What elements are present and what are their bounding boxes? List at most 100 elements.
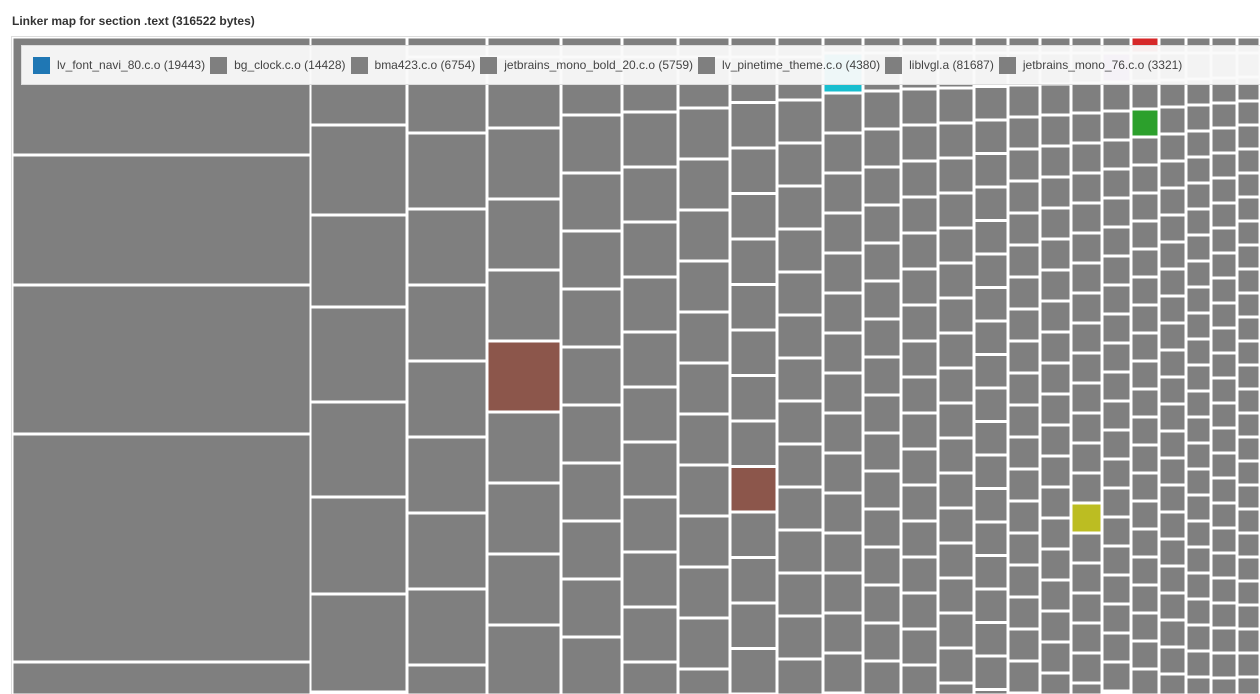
treemap-cell[interactable]	[901, 665, 938, 694]
treemap-cell[interactable]	[1071, 473, 1102, 503]
treemap-cell[interactable]	[1237, 389, 1260, 413]
treemap-cell[interactable]	[901, 629, 938, 665]
treemap-cell[interactable]	[1040, 363, 1071, 394]
treemap-cell[interactable]	[730, 558, 777, 603]
legend-item[interactable]: liblvgl.a (81687)	[885, 56, 994, 74]
treemap-cell[interactable]	[901, 557, 938, 593]
treemap-cell[interactable]	[938, 578, 974, 613]
treemap-cell[interactable]	[1071, 593, 1102, 623]
treemap-cell[interactable]	[1237, 173, 1260, 197]
treemap-cell[interactable]	[1211, 303, 1237, 328]
legend-item[interactable]: jetbrains_mono_76.c.o (3321)	[998, 56, 1182, 74]
treemap-cell[interactable]	[777, 272, 823, 315]
treemap-cell[interactable]	[938, 123, 974, 158]
treemap-cell[interactable]	[622, 332, 678, 387]
treemap-cell[interactable]	[622, 607, 678, 662]
treemap-cell[interactable]	[938, 543, 974, 578]
treemap-cell[interactable]	[1008, 277, 1040, 309]
treemap-cell[interactable]	[1102, 459, 1131, 488]
treemap-cell[interactable]	[1071, 203, 1102, 233]
treemap-cell[interactable]	[1102, 111, 1131, 140]
treemap-cell[interactable]	[1237, 317, 1260, 341]
treemap-cell[interactable]	[1159, 539, 1186, 566]
treemap-cell[interactable]	[901, 341, 938, 377]
treemap-cell[interactable]	[622, 167, 678, 222]
treemap-cell[interactable]	[974, 556, 1008, 589]
treemap-cell[interactable]	[1102, 227, 1131, 256]
treemap-cell[interactable]	[1159, 458, 1186, 485]
treemap-cell[interactable]	[407, 133, 487, 209]
treemap-cell[interactable]	[561, 521, 622, 579]
treemap-cell[interactable]	[678, 108, 730, 159]
treemap-cell[interactable]	[1159, 431, 1186, 458]
treemap-cell[interactable]	[1211, 378, 1237, 403]
treemap-cell[interactable]	[622, 662, 678, 694]
treemap-cell[interactable]	[1211, 103, 1237, 128]
treemap-cell[interactable]	[938, 88, 974, 123]
treemap-cell[interactable]	[863, 585, 901, 623]
treemap-cell[interactable]	[1186, 599, 1211, 625]
treemap-cell[interactable]	[310, 402, 407, 497]
treemap-cell[interactable]	[1131, 669, 1159, 694]
treemap-cell[interactable]	[1131, 529, 1159, 557]
treemap-cell[interactable]	[1211, 678, 1237, 694]
treemap-cell[interactable]	[1159, 350, 1186, 377]
treemap-cell[interactable]	[1102, 314, 1131, 343]
treemap-cell[interactable]	[974, 154, 1008, 187]
treemap-cell[interactable]	[1071, 563, 1102, 593]
treemap-cell[interactable]	[487, 128, 561, 199]
treemap-cell[interactable]	[1186, 157, 1211, 183]
treemap-cell[interactable]	[901, 269, 938, 305]
treemap-cell[interactable]	[1040, 115, 1071, 146]
treemap-cell[interactable]	[1008, 501, 1040, 533]
treemap-cell[interactable]	[823, 613, 863, 653]
legend-item[interactable]: lv_font_navi_80.c.o (19443)	[33, 56, 205, 74]
treemap-cell[interactable]	[730, 512, 777, 557]
treemap-cell[interactable]	[863, 319, 901, 357]
treemap-cell[interactable]	[974, 87, 1008, 120]
treemap-cell[interactable]	[863, 395, 901, 433]
treemap-cell[interactable]	[863, 509, 901, 547]
treemap-cell[interactable]	[1159, 485, 1186, 512]
treemap-cell[interactable]	[1040, 84, 1071, 115]
treemap-cell[interactable]	[1102, 198, 1131, 227]
treemap-cell[interactable]	[974, 489, 1008, 522]
treemap-cell[interactable]	[1131, 221, 1159, 249]
treemap-cell[interactable]	[407, 665, 487, 694]
treemap-cell[interactable]	[974, 690, 1008, 694]
treemap-cell[interactable]	[974, 422, 1008, 455]
treemap-cell[interactable]	[938, 438, 974, 473]
treemap-cell[interactable]	[1071, 533, 1102, 563]
treemap-cell[interactable]	[1008, 341, 1040, 373]
treemap-cell[interactable]	[1237, 533, 1260, 557]
treemap-cell[interactable]	[561, 405, 622, 463]
treemap-cell[interactable]	[1159, 80, 1186, 107]
treemap-cell[interactable]	[561, 347, 622, 405]
treemap-cell[interactable]	[730, 649, 777, 694]
treemap-cell[interactable]	[1040, 611, 1071, 642]
treemap-cell[interactable]	[622, 442, 678, 497]
treemap-cell[interactable]	[1071, 683, 1102, 694]
treemap-cell[interactable]	[1008, 405, 1040, 437]
treemap-cell[interactable]	[1131, 361, 1159, 389]
treemap-cell[interactable]	[823, 213, 863, 253]
treemap-cell[interactable]	[310, 497, 407, 594]
treemap-cell[interactable]	[777, 530, 823, 573]
treemap-cell[interactable]	[901, 413, 938, 449]
treemap-cell[interactable]	[974, 221, 1008, 254]
treemap-cell[interactable]	[622, 552, 678, 607]
treemap-cell[interactable]	[777, 315, 823, 358]
treemap-cell[interactable]	[1131, 417, 1159, 445]
treemap-cell[interactable]	[407, 589, 487, 665]
treemap-cell[interactable]	[310, 215, 407, 307]
treemap-cell[interactable]	[1071, 353, 1102, 383]
treemap-cell[interactable]	[823, 373, 863, 413]
legend-item[interactable]: jetbrains_mono_bold_20.c.o (5759)	[480, 56, 693, 74]
treemap-cell[interactable]	[1186, 677, 1211, 694]
treemap-cell[interactable]	[938, 193, 974, 228]
treemap-cell[interactable]	[487, 483, 561, 554]
treemap-cell[interactable]	[1008, 149, 1040, 181]
treemap-cell[interactable]	[974, 120, 1008, 153]
treemap-cell[interactable]	[1131, 641, 1159, 669]
treemap-cell[interactable]	[1071, 83, 1102, 113]
